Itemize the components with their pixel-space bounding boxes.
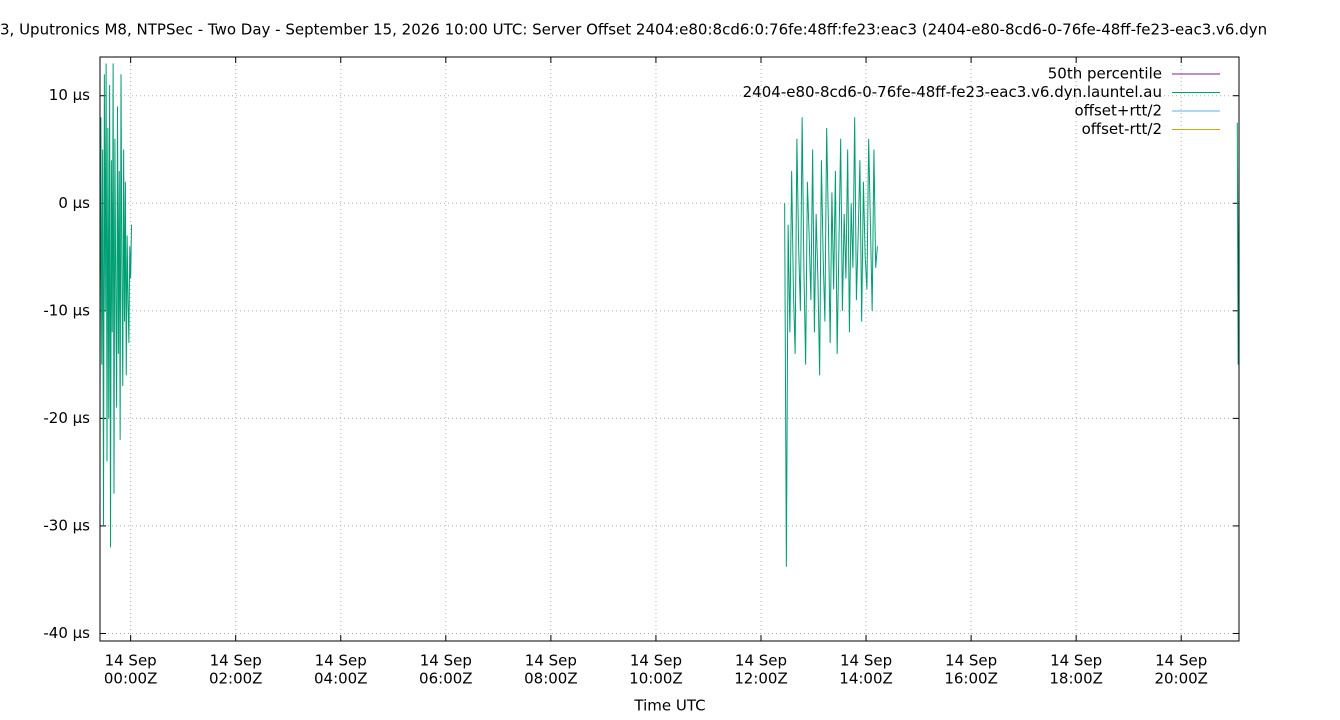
- x-tick-label: 00:00Z: [104, 670, 158, 688]
- x-tick-label: 14 Sep: [315, 652, 367, 670]
- x-tick-label: 12:00Z: [734, 670, 788, 688]
- x-tick-label: 14 Sep: [840, 652, 892, 670]
- y-tick-label: 0 µs: [58, 194, 90, 212]
- y-tick-label: -30 µs: [43, 516, 90, 534]
- x-tick-label: 10:00Z: [629, 670, 683, 688]
- chart-title: 3, Uputronics M8, NTPSec - Two Day - Sep…: [0, 21, 1267, 39]
- plot-border: [99, 56, 1240, 642]
- x-tick-label: 14 Sep: [420, 652, 472, 670]
- x-axis-label: Time UTC: [633, 697, 705, 715]
- legend-label: 2404-e80-8cd6-0-76fe-48ff-fe23-eac3.v6.d…: [743, 83, 1162, 101]
- legend-label: 50th percentile: [1048, 65, 1162, 83]
- x-tick-label: 20:00Z: [1154, 670, 1208, 688]
- x-tick-label: 04:00Z: [314, 670, 368, 688]
- y-tick-label: -10 µs: [43, 301, 90, 319]
- x-tick-label: 14 Sep: [210, 652, 262, 670]
- x-tick-label: 14:00Z: [839, 670, 893, 688]
- x-tick-label: 18:00Z: [1049, 670, 1103, 688]
- x-tick-label: 06:00Z: [419, 670, 473, 688]
- y-tick-label: -40 µs: [43, 624, 90, 642]
- x-tick-label: 14 Sep: [945, 652, 997, 670]
- y-tick-label: -20 µs: [43, 409, 90, 427]
- x-tick-label: 14 Sep: [1155, 652, 1207, 670]
- x-tick-label: 14 Sep: [735, 652, 787, 670]
- x-tick-label: 14 Sep: [525, 652, 577, 670]
- x-tick-label: 16:00Z: [944, 670, 998, 688]
- y-tick-label: 10 µs: [49, 86, 90, 104]
- series-line: [784, 117, 878, 567]
- x-tick-label: 14 Sep: [630, 652, 682, 670]
- legend-label: offset+rtt/2: [1074, 102, 1162, 120]
- legend-label: offset-rtt/2: [1082, 120, 1162, 138]
- series-line: [99, 63, 133, 548]
- x-tick-label: 14 Sep: [105, 652, 157, 670]
- x-tick-label: 08:00Z: [524, 670, 578, 688]
- x-tick-label: 14 Sep: [1050, 652, 1102, 670]
- x-tick-label: 02:00Z: [209, 670, 263, 688]
